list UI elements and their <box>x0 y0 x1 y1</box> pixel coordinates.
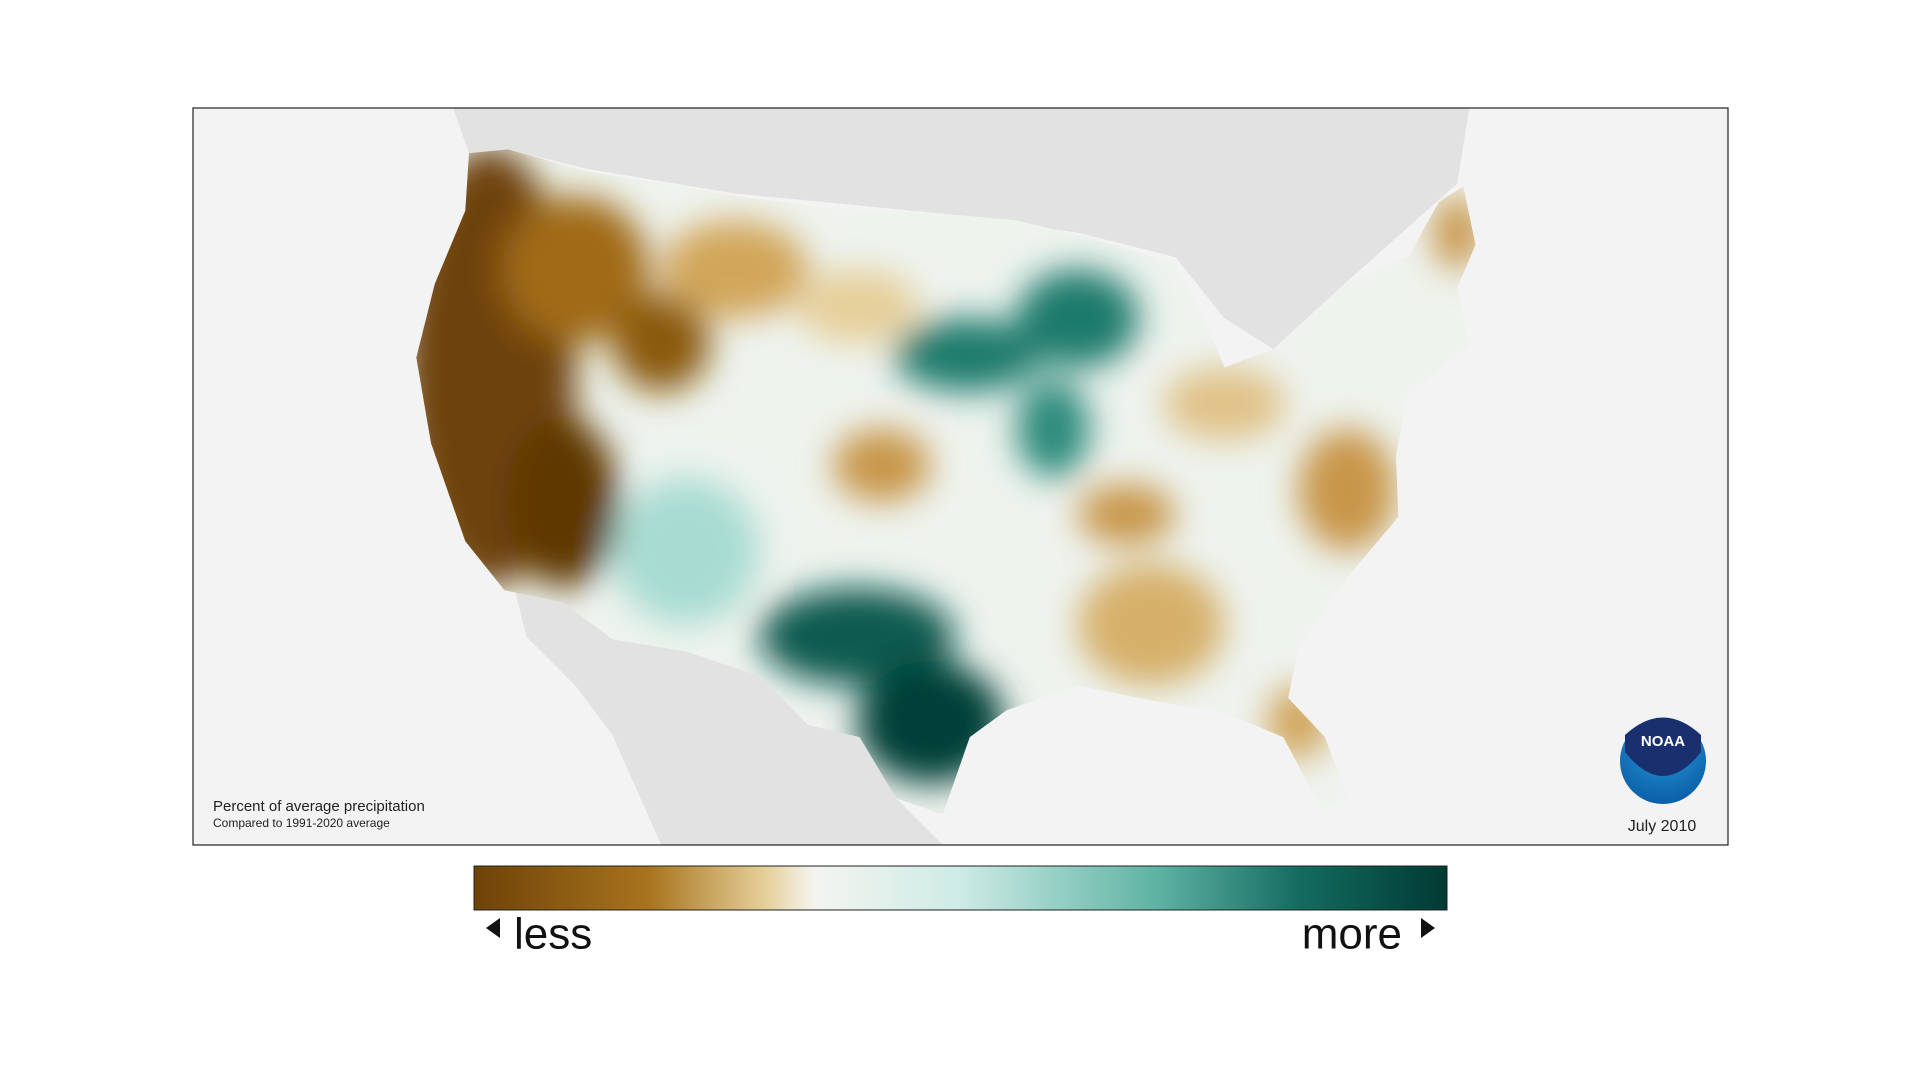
colorbar <box>473 865 1448 911</box>
caption-title: Percent of average precipitation <box>213 798 425 815</box>
precip-field <box>416 149 1476 815</box>
caption-subtitle: Compared to 1991-2020 average <box>213 816 390 830</box>
legend-low: less <box>514 910 592 959</box>
canada <box>453 108 1470 349</box>
logo: NOAA <box>1620 717 1706 804</box>
map-area: NOAA Percent of average precipitation Co… <box>193 108 1728 845</box>
less-arrow <box>486 918 500 938</box>
logo-text: NOAA <box>1641 733 1685 750</box>
mexico <box>514 587 943 845</box>
more-arrow <box>1421 918 1435 938</box>
map-frame <box>192 107 1729 846</box>
date: July 2010 <box>1628 818 1697 835</box>
legend-high: more <box>1302 910 1402 959</box>
